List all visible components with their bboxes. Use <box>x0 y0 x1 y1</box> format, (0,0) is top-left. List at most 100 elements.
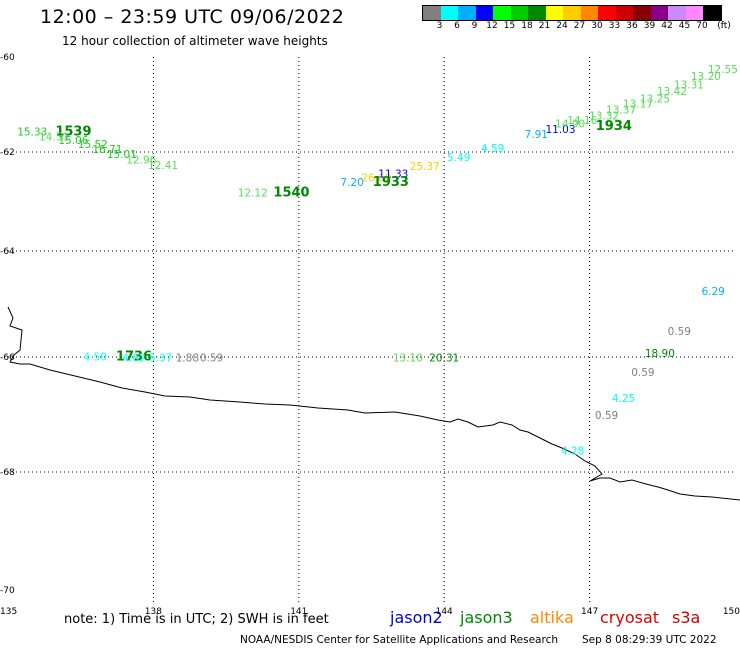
wave-height-label: 15.06 <box>58 135 88 147</box>
wave-height-label: 16.71 <box>92 144 122 156</box>
wave-height-label: 13.32 <box>589 110 619 122</box>
color-swatch <box>598 6 616 20</box>
color-scale-label: 39 <box>643 21 656 31</box>
latitude-tick-label: -62 <box>0 148 15 158</box>
color-scale-label: 33 <box>608 21 621 31</box>
color-scale-label: 24 <box>556 21 568 31</box>
wave-height-label: 13.37 <box>606 104 636 116</box>
pass-time-label: 1933 <box>373 175 409 190</box>
antarctic-coastline <box>7 306 740 501</box>
wave-height-label: 13.42 <box>657 86 687 98</box>
color-scale-label: 18 <box>521 21 533 31</box>
color-scale-label: 36 <box>626 21 638 31</box>
pass-time-label: 1736 <box>116 349 152 364</box>
longitude-tick-label: 135 <box>0 607 17 617</box>
wave-height-label: 4.59 <box>481 143 504 155</box>
wave-height-label: 1.88 <box>176 353 199 365</box>
color-swatch <box>580 6 598 20</box>
wave-height-label: 7.91 <box>525 129 548 141</box>
color-swatch <box>650 6 668 20</box>
satellite-legend-altika: altika <box>530 608 574 627</box>
latitude-tick-label: -60 <box>0 53 15 63</box>
map-subtitle: 12 hour collection of altimeter wave hei… <box>62 34 328 48</box>
latitude-tick-label: -66 <box>0 353 15 363</box>
color-swatch <box>458 6 476 20</box>
color-scale-label: 6 <box>454 21 460 31</box>
color-scale-labels: 3 6 9 12 15 18 21 24 27 30 33 36 39 42 45 70 (ft) <box>422 21 740 33</box>
color-scale-label: 30 <box>591 21 603 31</box>
color-scale-label: (ft) <box>717 21 731 31</box>
wave-height-label: 0.59 <box>631 367 654 379</box>
satellite-legend-jason3: jason3 <box>460 608 513 627</box>
wave-height-label: 13.31 <box>674 80 704 92</box>
longitude-tick-label: 150 <box>723 607 740 617</box>
color-swatch <box>440 6 458 20</box>
wave-height-label: 25.37 <box>410 161 440 173</box>
color-swatch <box>493 6 511 20</box>
wave-height-label: 20.31 <box>429 353 459 365</box>
wave-height-label: 7.20 <box>340 177 363 189</box>
wave-height-label: 4.62 <box>122 353 145 365</box>
color-scale-bar <box>422 5 722 21</box>
wave-height-label: 0.59 <box>668 326 691 338</box>
color-scale-label: 21 <box>538 21 551 31</box>
longitude-tick-label: 141 <box>290 607 307 617</box>
wave-height-label: 12.55 <box>708 64 738 76</box>
color-swatch <box>685 6 703 20</box>
wave-height-label: 13.20 <box>691 71 721 83</box>
color-scale-label: 42 <box>661 21 673 31</box>
credit-line: NOAA/NESDIS Center for Satellite Applica… <box>240 634 558 646</box>
color-swatch <box>545 6 563 20</box>
color-scale-label: 27 <box>573 21 586 31</box>
wave-height-label: 12.96 <box>126 154 156 166</box>
graticule: -60 -62 -64 -66 -68 -70 135 138 141 144 147 150 <box>0 53 740 617</box>
wave-height-label: 12.12 <box>238 188 268 200</box>
footer-note: note: 1) Time is in UTC; 2) SWH is in fe… <box>64 612 329 627</box>
wave-height-label: 13.25 <box>640 93 670 105</box>
color-scale-label: 45 <box>678 21 691 31</box>
wave-height-label: 11.33 <box>378 168 408 180</box>
color-swatch <box>633 6 651 20</box>
wave-height-label: 15.01 <box>107 149 137 161</box>
wave-height-label: 5.49 <box>447 152 470 164</box>
wave-height-label: 14.16 <box>567 115 597 127</box>
satellite-legend-cryosat: cryosat <box>600 608 660 627</box>
latitude-tick-label: -64 <box>0 247 15 257</box>
longitude-tick-label: 138 <box>145 607 162 617</box>
color-scale-label: 12 <box>486 21 498 31</box>
wave-height-label: 4.28 <box>561 446 584 458</box>
wave-height-label: 0.59 <box>595 410 618 422</box>
wave-height-label: 18.90 <box>645 348 675 360</box>
color-scale-label: 9 <box>471 21 478 31</box>
pass-time-label: 1934 <box>596 119 632 134</box>
satellite-legend-s3a: s3a <box>672 608 701 627</box>
wave-height-label: 14.51 <box>39 131 69 143</box>
color-scale-label: 70 <box>696 21 708 31</box>
color-swatch <box>563 6 581 20</box>
wave-height-label: 15.52 <box>78 139 108 151</box>
wave-height-label: 13.17 <box>623 99 653 111</box>
longitude-tick-label: 144 <box>436 607 453 617</box>
generated-timestamp: Sep 8 08:29:39 UTC 2022 <box>582 634 717 646</box>
wave-height-label: 26.60 <box>361 173 391 185</box>
color-swatch <box>615 6 633 20</box>
map-title: 12:00 – 23:59 UTC 09/06/2022 <box>40 6 345 28</box>
wave-height-label: 15.33 <box>17 127 47 139</box>
color-swatch <box>510 6 528 20</box>
color-swatch <box>668 6 686 20</box>
latitude-tick-label: -70 <box>0 586 15 596</box>
wave-height-label: 6.29 <box>701 286 724 298</box>
color-swatch <box>423 6 441 20</box>
wave-height-label: 5.37 <box>149 353 172 365</box>
wave-height-label: 11.03 <box>545 124 575 136</box>
color-swatch <box>475 6 493 20</box>
wave-height-label: 4.25 <box>612 393 635 405</box>
pass-time-label: 1540 <box>273 186 309 201</box>
latitude-tick-label: -68 <box>0 468 15 478</box>
wave-height-label: 4.50 <box>84 351 107 363</box>
pass-time-label: 1539 <box>55 125 91 140</box>
color-scale-label: 3 <box>436 21 443 31</box>
color-swatch <box>703 6 721 20</box>
